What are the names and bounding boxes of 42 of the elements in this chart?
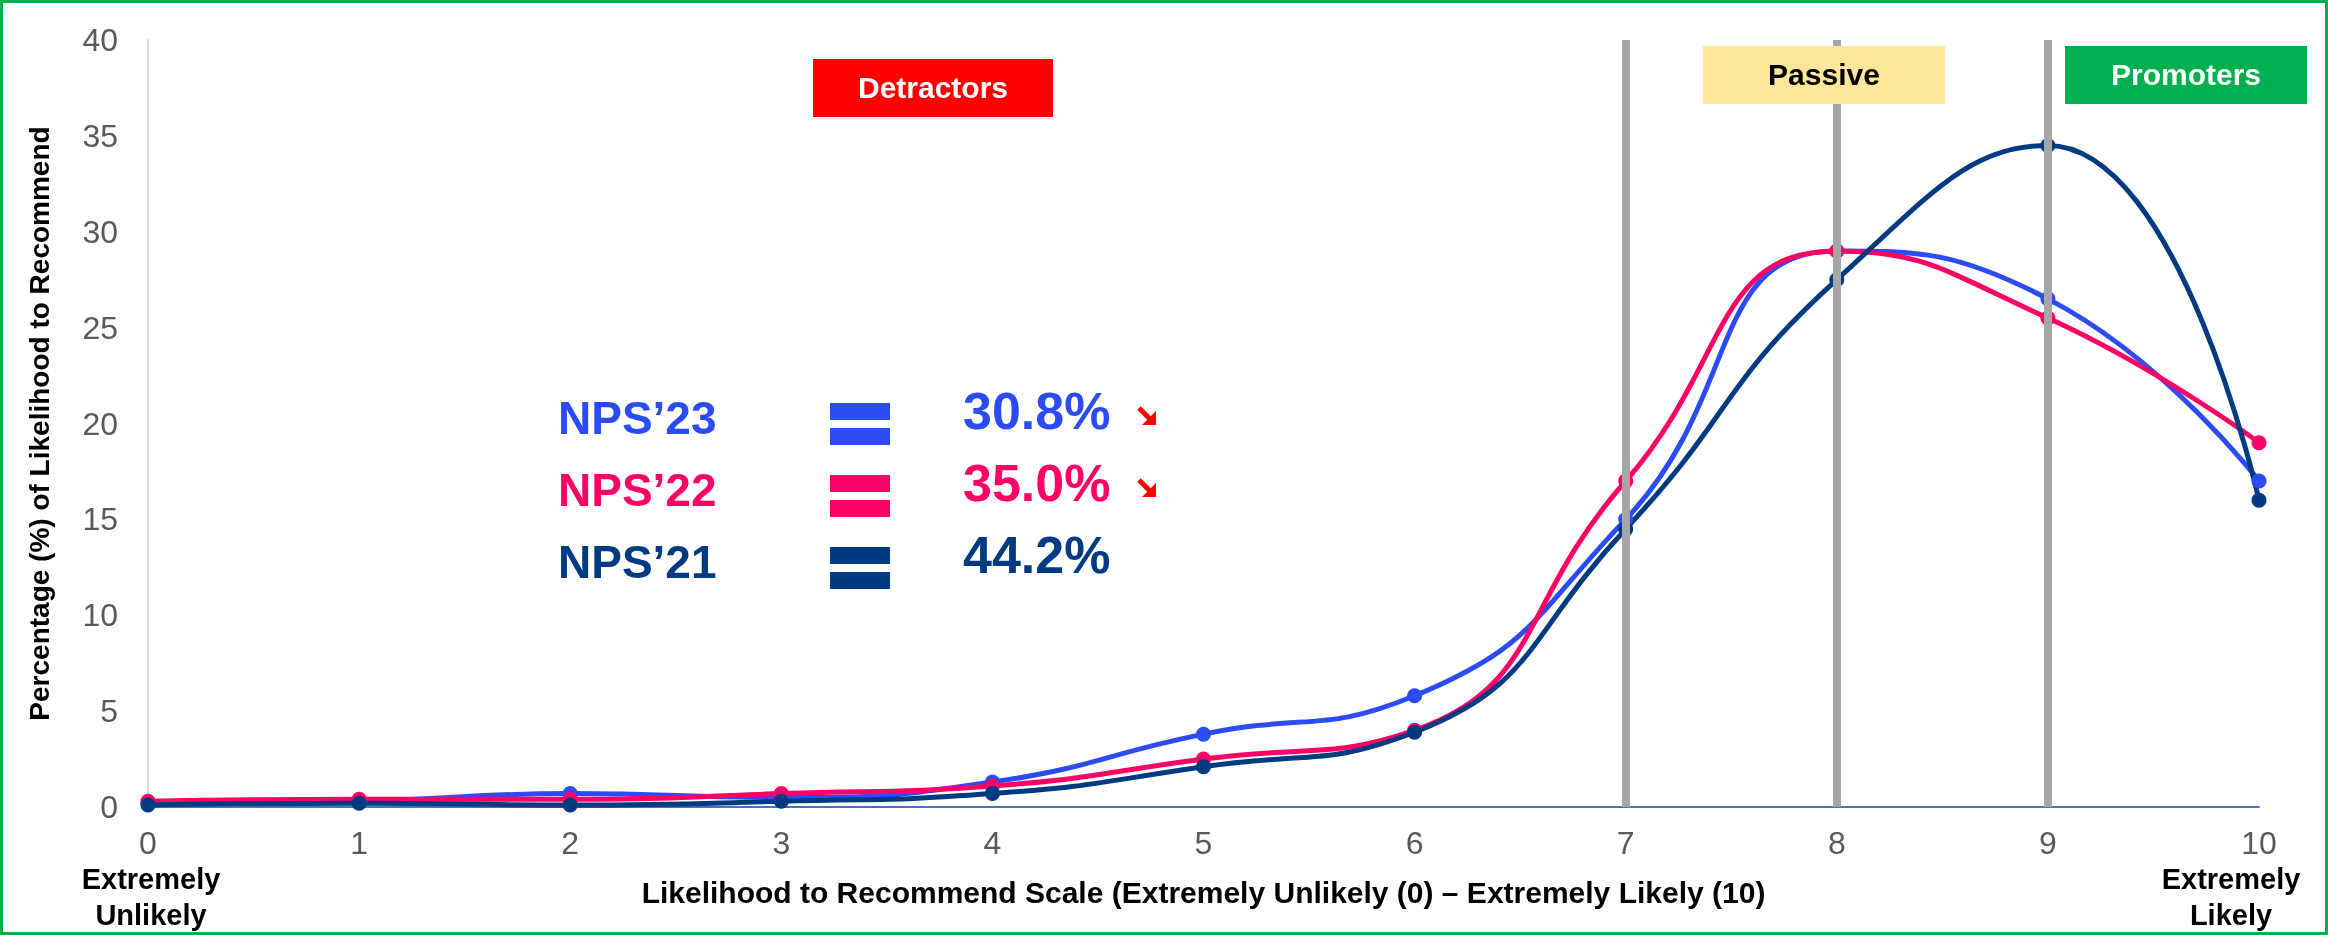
x-tick-label: 3 bbox=[772, 825, 791, 861]
y-axis-title: Percentage (%) of Likelihood to Recommend bbox=[23, 126, 55, 721]
point bbox=[773, 793, 789, 809]
text: NPS’23 bbox=[558, 391, 717, 445]
annotation: 44.2% bbox=[963, 525, 1111, 585]
y-tick-label: 5 bbox=[100, 693, 118, 730]
x-tick-label: 0 bbox=[139, 825, 157, 861]
y-tick-label: 40 bbox=[82, 22, 118, 58]
point bbox=[2251, 492, 2267, 508]
x-tick-label: 9 bbox=[2039, 825, 2057, 861]
x-tick-label: 1 bbox=[350, 825, 368, 861]
x-tick-label: 7 bbox=[1616, 825, 1635, 861]
x-tick-label: 2 bbox=[561, 825, 580, 861]
x-tick-label: 4 bbox=[983, 825, 1002, 861]
y-tick-label: 25 bbox=[82, 309, 118, 346]
y-tick-label: 20 bbox=[82, 405, 118, 442]
y-tick-label: 30 bbox=[82, 213, 118, 250]
annotation: 35.0% bbox=[963, 453, 1111, 513]
point bbox=[1196, 759, 1211, 775]
x-tick-label: 6 bbox=[1405, 825, 1424, 861]
text: NPS’22 bbox=[558, 463, 717, 517]
y-tick-label: 10 bbox=[82, 597, 118, 634]
x-tick-label: 8 bbox=[1827, 825, 1846, 861]
point bbox=[984, 786, 1000, 802]
text: Extremely Likely bbox=[2160, 862, 2302, 934]
y-tick-label: 0 bbox=[100, 789, 118, 825]
label-tag: Detractors bbox=[813, 59, 1053, 117]
point bbox=[1407, 688, 1423, 704]
point bbox=[2251, 473, 2267, 489]
point bbox=[562, 797, 578, 813]
x-tick-label: 10 bbox=[2241, 825, 2277, 861]
label-tag: Passive bbox=[1703, 46, 1945, 104]
x-axis-title: Likelihood to Recommend Scale (Extremely Unlikely (0) – Extremely Likely (10) bbox=[641, 875, 1766, 909]
text: Extremely Unlikely bbox=[80, 862, 222, 934]
annotation: 30.8% bbox=[963, 381, 1111, 441]
x-tick-label: 5 bbox=[1194, 825, 1213, 861]
text: NPS’21 bbox=[558, 535, 717, 589]
point bbox=[1196, 726, 1211, 742]
y-tick-label: 15 bbox=[82, 501, 118, 538]
label-tag: Promoters bbox=[2065, 46, 2307, 104]
point bbox=[2251, 435, 2267, 451]
y-tick-label: 35 bbox=[82, 117, 118, 154]
